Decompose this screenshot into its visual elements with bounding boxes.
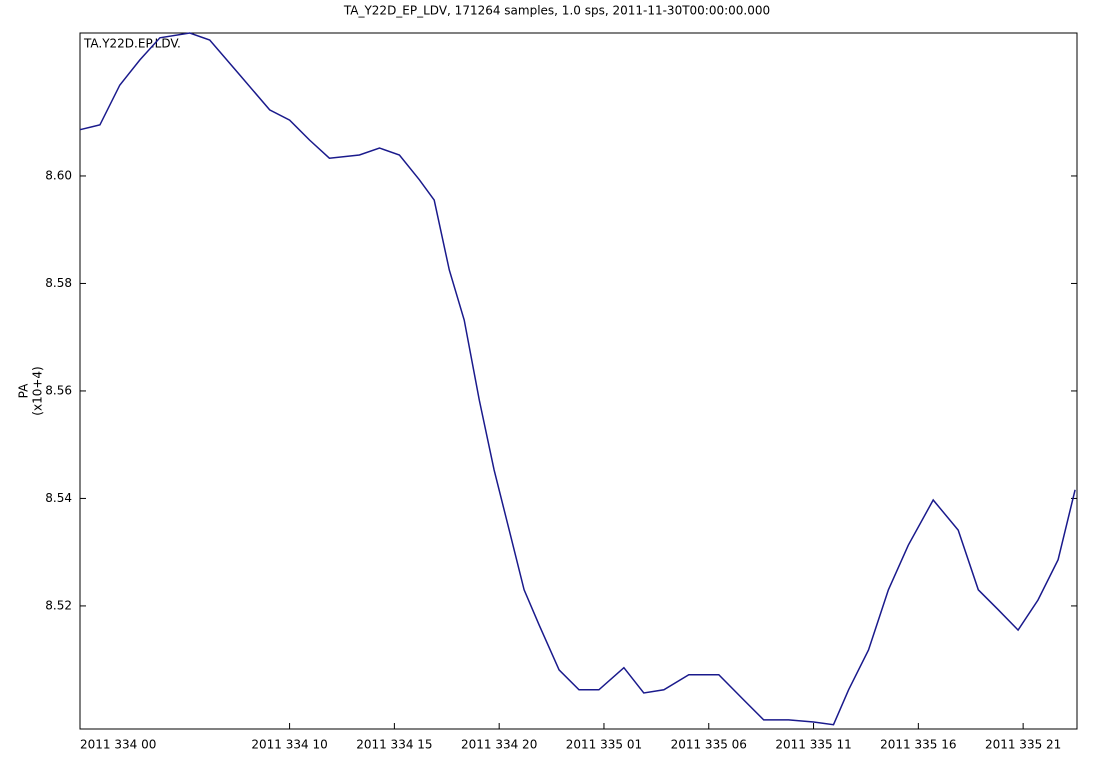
x-tick-label: 2011 335 11 <box>775 738 851 752</box>
y-tick-label: 8.52 <box>45 598 72 612</box>
y-tick-label: 8.60 <box>45 168 72 182</box>
y-axis-label: PA <box>17 383 31 398</box>
y-tick-label: 8.58 <box>45 276 72 290</box>
x-tick-label: 2011 335 01 <box>566 738 642 752</box>
y-tick-label: 8.56 <box>45 383 72 397</box>
y-tick-label: 8.54 <box>45 491 72 505</box>
y-axis-scale: (x10+4) <box>31 366 45 415</box>
plot-frame <box>79 32 1078 730</box>
x-tick-label: 2011 335 06 <box>671 738 747 752</box>
x-tick-label: 2011 334 00 <box>80 738 156 752</box>
x-tick-label: 2011 334 20 <box>461 738 537 752</box>
chart-title: TA_Y22D_EP_LDV, 171264 samples, 1.0 sps,… <box>343 4 770 18</box>
annotation: TA.Y22D.EP.LDV. <box>83 37 181 51</box>
x-tick-label: 2011 334 10 <box>251 738 327 752</box>
x-tick-label: 2011 335 21 <box>985 738 1061 752</box>
x-tick-label: 2011 335 16 <box>880 738 956 752</box>
x-tick-label: 2011 334 15 <box>356 738 432 752</box>
data-line <box>79 32 1076 726</box>
